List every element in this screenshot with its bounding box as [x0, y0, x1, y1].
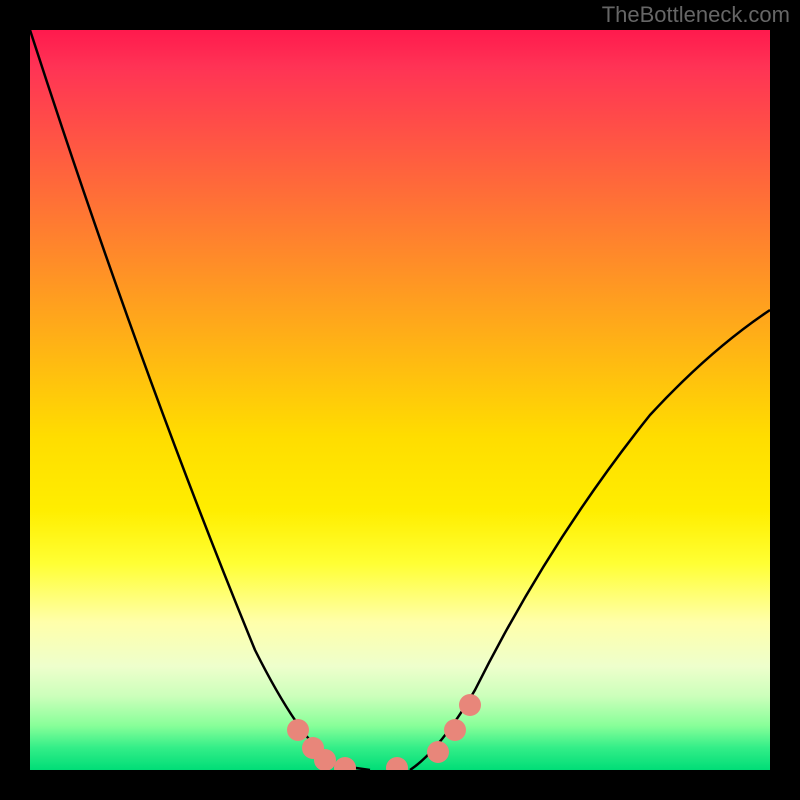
data-point — [287, 719, 309, 741]
chart-svg — [30, 30, 770, 770]
left-curve — [30, 30, 370, 770]
watermark-text: TheBottleneck.com — [602, 2, 790, 28]
data-point — [459, 694, 481, 716]
data-point — [444, 719, 466, 741]
curve-group — [30, 30, 770, 770]
data-point — [334, 757, 356, 770]
data-point — [427, 741, 449, 763]
data-point — [386, 757, 408, 770]
chart-plot-area — [30, 30, 770, 770]
data-points-group — [287, 694, 481, 770]
data-point — [314, 749, 336, 770]
